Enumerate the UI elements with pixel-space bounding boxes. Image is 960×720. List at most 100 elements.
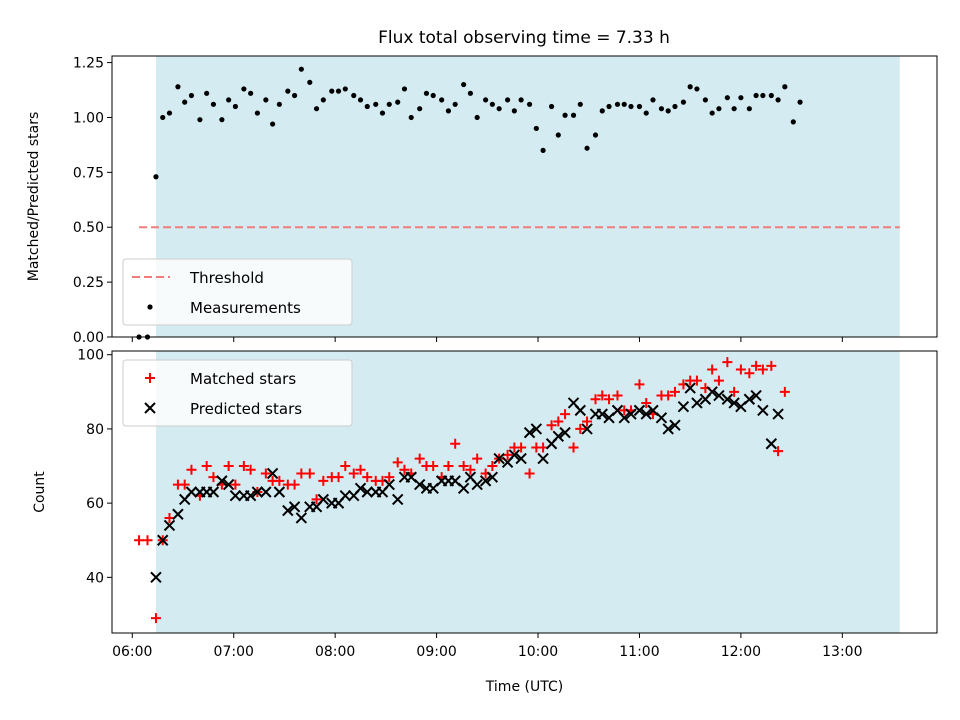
matched-stars-point [713,375,724,386]
matched-stars-point [553,416,564,427]
legend-box [122,359,353,427]
measurements-point [298,66,304,72]
matched-stars-point [414,453,425,464]
predicted-stars-point [677,400,690,413]
predicted-stars-point [655,412,668,424]
measurements-point [408,114,414,121]
matched-stars-point [707,364,718,375]
legend-matched-stars-marker [145,373,155,383]
measurements-point [790,119,796,125]
measurements-point [474,114,480,121]
matched-stars-point [223,461,234,472]
measurements-point [329,88,335,94]
predicted-stars-point [244,490,257,502]
predicted-stars-point [266,467,279,480]
measurements-point [483,97,489,103]
matched-stars-point [296,468,307,479]
predicted-stars-point [618,412,630,424]
matched-stars-point [669,386,680,397]
matched-stars-point [362,472,373,483]
measurements-point [335,88,342,94]
predicted-stars-point [229,490,242,502]
measurements-point [320,97,326,103]
matched-stars-point [766,360,777,371]
measurements-point [797,99,803,105]
predicted-stars-point [596,408,608,420]
matched-stars-point [663,390,674,401]
matched-stars-point [487,461,498,472]
y-tick-label: 100 [77,348,104,364]
x-tick-label: 08:00 [315,644,355,660]
matched-stars-point [230,479,241,490]
measurements-point [665,108,671,114]
measurements-point [160,114,166,121]
matched-stars-point [355,464,366,475]
matched-stars-point [142,535,153,546]
measurements-point [219,117,225,123]
matched-stars-point [722,357,733,368]
legend-measurements-label: Measurements [190,299,301,317]
measurements-point [782,84,788,90]
measurements-point [204,90,210,96]
predicted-stars-point [185,486,198,498]
figure-title: Flux total observing time = 7.33 h [378,28,670,48]
matched-stars-point [201,461,212,472]
matched-stars-point [757,364,768,375]
y-tick-label: 60 [86,496,104,512]
matched-stars-point [179,479,190,490]
predicted-stars-point [508,449,521,461]
measurements-point [226,97,232,103]
predicted-stars-point [721,393,734,405]
predicted-stars-point [260,486,272,498]
predicted-stars-point [150,571,162,584]
measurements-point [592,132,599,138]
matched-stars-point [384,472,395,483]
matched-stars-point [779,386,790,397]
predicted-stars-point [530,423,543,435]
predicted-stars-point [662,423,674,435]
predicted-stars-point [750,389,762,402]
measurements-point [577,101,583,107]
predicted-stars-point [282,504,294,517]
measurements-point [232,103,239,110]
matched-stars-point [773,446,784,457]
measurements-point [621,101,627,107]
matched-stars-point [134,535,145,546]
measurements-point [628,103,634,110]
matched-stars-point [450,438,461,449]
measurements-point [188,92,195,99]
top-panel-frame [111,55,938,338]
predicted-stars-point [288,501,301,513]
measurements-point [276,101,282,107]
matched-stars-point [274,475,285,486]
legend-predicted-stars-label: Predicted stars [190,400,302,418]
x-tick-label: 10:00 [518,644,558,660]
matched-stars-point [289,479,300,490]
bottom-panel-frame [111,350,938,634]
predicted-stars-point [361,486,373,498]
measurements-point [760,92,766,99]
measurements-point [395,99,401,105]
predicted-stars-point [493,452,505,465]
predicted-stars-point [457,482,470,494]
predicted-stars-point [383,478,395,491]
measurements-point [599,108,605,114]
predicted-stars-point [706,386,718,398]
measurements-point [606,103,612,110]
predicted-stars-point [317,493,330,506]
measurements-point [775,97,781,103]
measurements-point [153,174,159,180]
bottom-y-axis-label: Count [32,471,48,513]
matched-stars-point [428,461,439,472]
matched-stars-point [458,461,469,472]
y-tick-label: 1.00 [73,110,104,126]
measurements-point [364,103,370,110]
ratio-marks [136,66,900,340]
matched-stars-point [150,613,161,624]
predicted-stars-point [574,404,586,417]
measurements-point [461,81,467,88]
matched-stars-point [260,468,271,479]
measurements-point [746,106,752,112]
y-tick-label: 0.00 [73,330,104,346]
